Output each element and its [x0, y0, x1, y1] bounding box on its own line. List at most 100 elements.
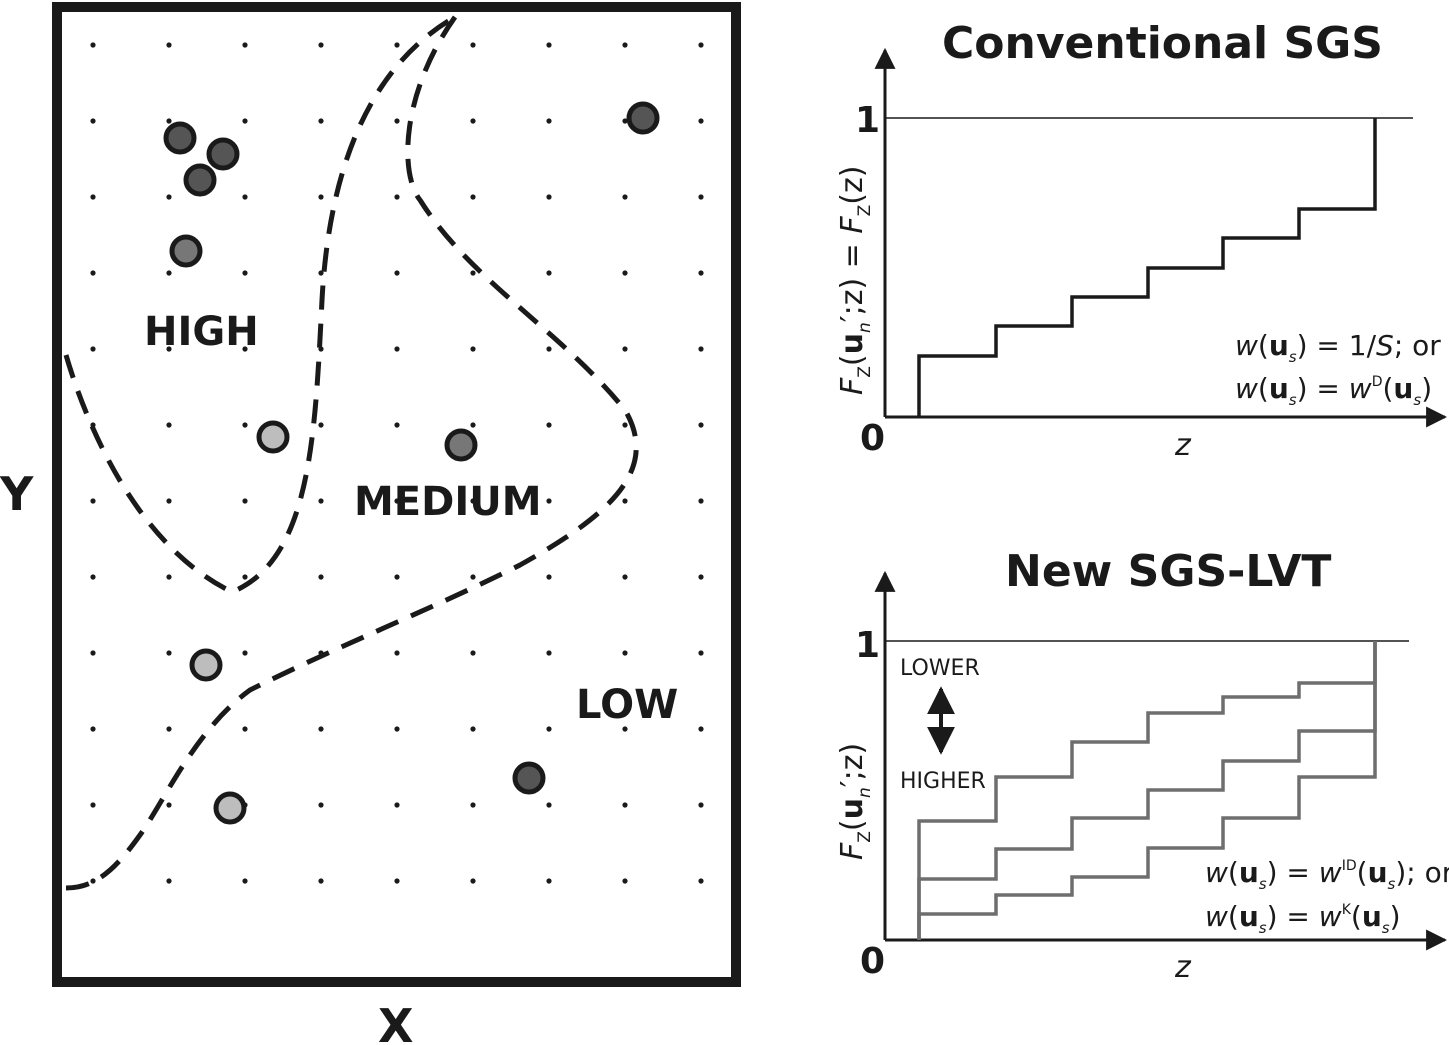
sample-point-dark [163, 121, 197, 155]
grid-dot [394, 650, 400, 656]
grid-dot [318, 194, 324, 200]
sample-point-light [256, 420, 290, 454]
grid-dot [622, 346, 628, 352]
y-tick-zero: 0 [860, 941, 885, 982]
grid-dot [90, 878, 96, 884]
grid-dot [242, 346, 248, 352]
higher-label: HIGHER [900, 769, 986, 794]
y-tick-one: 1 [855, 100, 880, 141]
grid-dot [394, 498, 400, 504]
grid-dot [546, 650, 552, 656]
grid-dot [470, 574, 476, 580]
grid-dot [166, 878, 172, 884]
grid-dot [166, 194, 172, 200]
grid-dot [318, 878, 324, 884]
grid-dot [470, 498, 476, 504]
grid-dot [90, 650, 96, 656]
grid-dot [622, 878, 628, 884]
grid-dot [698, 422, 704, 428]
grid-dot [622, 118, 628, 124]
grid-dot [166, 802, 172, 808]
grid-dot [622, 650, 628, 656]
sample-point-medium [444, 428, 478, 462]
grid-dot [698, 42, 704, 48]
grid-dot [470, 118, 476, 124]
grid-dot [698, 118, 704, 124]
panel-title: Conventional SGS [942, 18, 1383, 69]
weight-formula-line1: w(us) = wID(us); or [1205, 856, 1449, 893]
grid-dot [546, 574, 552, 580]
grid-dot [166, 574, 172, 580]
zone-label-low: LOW [576, 682, 678, 728]
grid-dot [394, 574, 400, 580]
sample-point-medium [169, 234, 203, 268]
boundary-medium-low [65, 15, 639, 891]
step-cdf-lower [917, 641, 1377, 940]
grid-dot [546, 118, 552, 124]
grid-dot [546, 42, 552, 48]
grid-dot [698, 346, 704, 352]
grid-dot [318, 726, 324, 732]
grid-dot [622, 422, 628, 428]
y-tick-one: 1 [855, 625, 880, 666]
grid-dot [242, 574, 248, 580]
grid-dot [90, 574, 96, 580]
grid-dot [166, 650, 172, 656]
grid-dot [470, 42, 476, 48]
y-axis-label: FZ(un′;z) [835, 743, 875, 860]
grid-dot [166, 118, 172, 124]
grid-dot [318, 270, 324, 276]
grid-dot [242, 270, 248, 276]
grid-dot [470, 422, 476, 428]
grid-dot [470, 270, 476, 276]
conventional-sgs-panel: Conventional SGS 1 0 z FZ(un′;z) = FZ(z)… [835, 18, 1448, 463]
grid-dot [166, 270, 172, 276]
grid-dot [394, 346, 400, 352]
grid-dot [698, 270, 704, 276]
weight-formula-line2: w(us) = wK(us) [1205, 900, 1401, 937]
grid-dot [622, 574, 628, 580]
panel-title: New SGS-LVT [1005, 546, 1331, 597]
grid-dot [546, 270, 552, 276]
grid-dot [546, 422, 552, 428]
y-tick-zero: 0 [860, 418, 885, 459]
grid-dot [90, 802, 96, 808]
grid-dot [90, 194, 96, 200]
sample-point-dark [626, 101, 660, 135]
step-cdf-line [917, 118, 1377, 417]
grid-dot [622, 726, 628, 732]
map-x-axis-label: X [378, 999, 413, 1045]
weight-formula-line2: w(us) = wD(us) [1235, 372, 1432, 409]
sgs-lvt-panel: New SGS-LVT 1 0 z LOWER HIGHER FZ(un′;z)… [835, 546, 1449, 985]
grid-dot [546, 346, 552, 352]
grid-dot [698, 726, 704, 732]
grid-dot [622, 194, 628, 200]
grid-dot [318, 802, 324, 808]
grid-dot [698, 650, 704, 656]
grid-dot [318, 118, 324, 124]
grid-dot [698, 802, 704, 808]
grid-dot [698, 194, 704, 200]
grid-dot [318, 498, 324, 504]
grid-dot [546, 498, 552, 504]
grid-dot [318, 346, 324, 352]
grid-dot [318, 574, 324, 580]
grid-dot [470, 726, 476, 732]
grid-dot [242, 194, 248, 200]
sample-point-dark [512, 761, 546, 795]
grid-dot [90, 346, 96, 352]
grid-dot [90, 118, 96, 124]
step-cdf-middle [917, 641, 1377, 940]
lower-label: LOWER [900, 656, 980, 681]
grid-dot [394, 726, 400, 732]
grid-dot [394, 194, 400, 200]
grid-dot [242, 498, 248, 504]
grid-dot [166, 422, 172, 428]
grid-dot [242, 42, 248, 48]
grid-dot [394, 270, 400, 276]
grid-dot [318, 42, 324, 48]
zone-label-medium: MEDIUM [354, 479, 542, 525]
boundary-high-medium [63, 14, 457, 595]
x-axis-label: z [1174, 950, 1192, 985]
grid-dot [622, 802, 628, 808]
